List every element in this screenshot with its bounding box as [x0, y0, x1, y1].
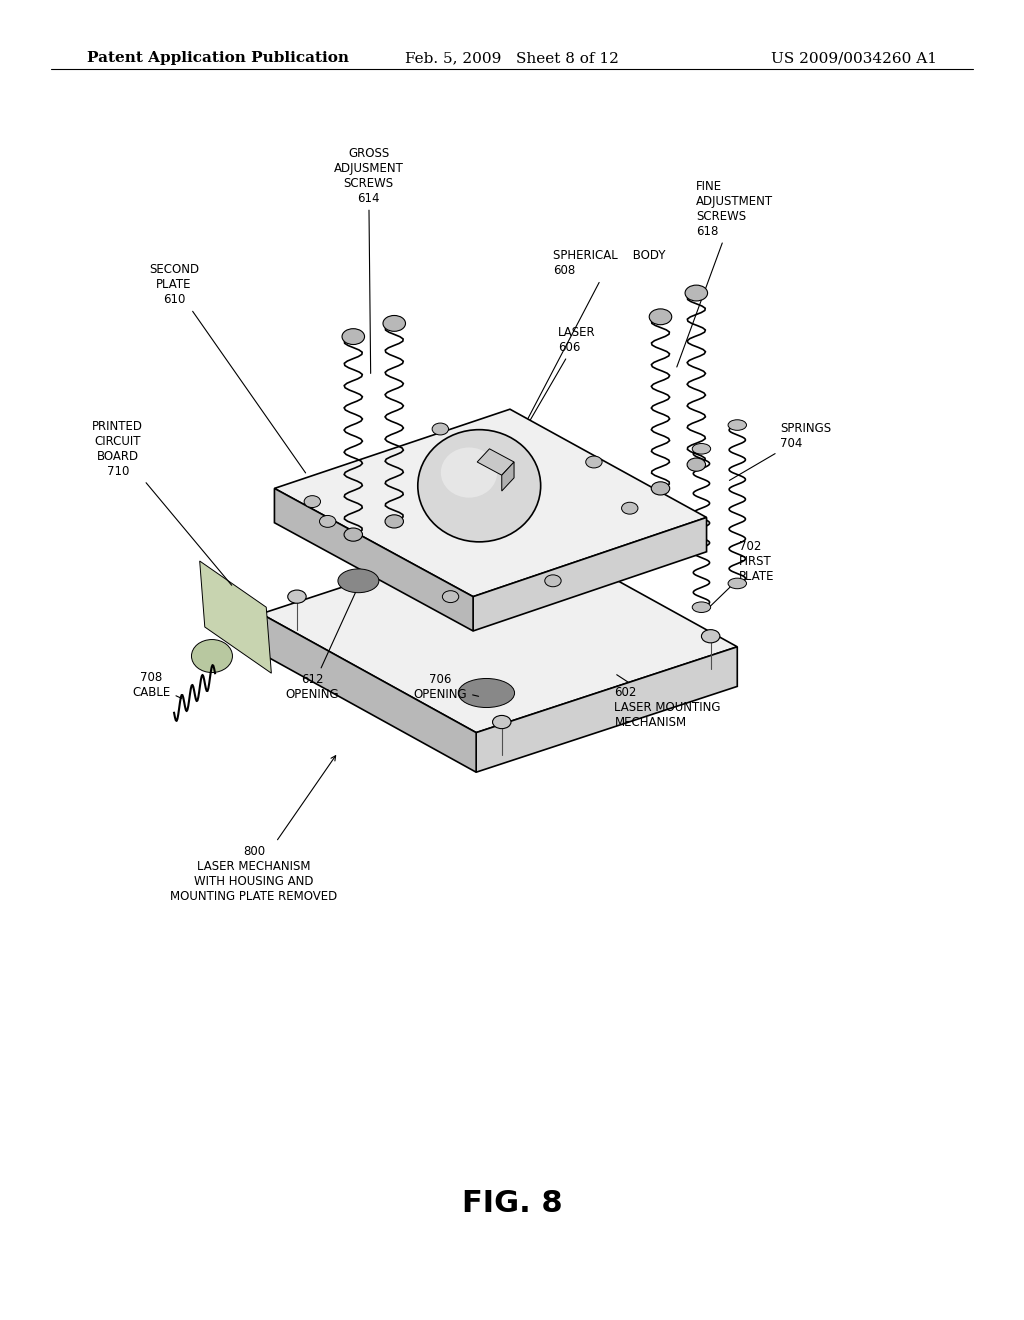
Ellipse shape [432, 422, 449, 436]
Polygon shape [261, 528, 737, 733]
Polygon shape [274, 488, 473, 631]
Ellipse shape [383, 315, 406, 331]
Ellipse shape [440, 447, 498, 498]
Text: US 2009/0034260 A1: US 2009/0034260 A1 [771, 51, 937, 65]
Ellipse shape [649, 309, 672, 325]
Ellipse shape [687, 458, 706, 471]
Ellipse shape [319, 515, 336, 528]
Polygon shape [200, 561, 271, 673]
Text: GROSS
ADJUSMENT
SCREWS
614: GROSS ADJUSMENT SCREWS 614 [334, 147, 403, 374]
Ellipse shape [685, 285, 708, 301]
Text: 706
OPENING: 706 OPENING [414, 673, 478, 701]
Text: FIG. 8: FIG. 8 [462, 1189, 562, 1218]
Ellipse shape [701, 630, 720, 643]
Text: Feb. 5, 2009   Sheet 8 of 12: Feb. 5, 2009 Sheet 8 of 12 [406, 51, 618, 65]
Text: LASER
606: LASER 606 [507, 326, 596, 459]
Text: 708
CABLE: 708 CABLE [132, 671, 182, 698]
Ellipse shape [482, 535, 501, 548]
Ellipse shape [338, 569, 379, 593]
Ellipse shape [342, 329, 365, 345]
Text: 612
OPENING: 612 OPENING [286, 589, 357, 701]
Ellipse shape [545, 574, 561, 586]
Ellipse shape [493, 715, 511, 729]
Ellipse shape [651, 482, 670, 495]
Polygon shape [477, 449, 514, 475]
Ellipse shape [288, 590, 306, 603]
Polygon shape [274, 409, 707, 597]
Ellipse shape [191, 639, 232, 672]
Text: Patent Application Publication: Patent Application Publication [87, 51, 349, 65]
Ellipse shape [304, 495, 321, 508]
Polygon shape [476, 647, 737, 772]
Text: 602
LASER MOUNTING
MECHANISM: 602 LASER MOUNTING MECHANISM [614, 675, 721, 730]
Polygon shape [261, 614, 476, 772]
Ellipse shape [622, 502, 638, 515]
Text: SPHERICAL    BODY
608: SPHERICAL BODY 608 [503, 249, 666, 466]
Ellipse shape [692, 602, 711, 612]
Ellipse shape [458, 678, 514, 708]
Ellipse shape [586, 455, 602, 469]
Text: 702
FIRST
PLATE: 702 FIRST PLATE [709, 540, 775, 609]
Ellipse shape [418, 430, 541, 541]
Ellipse shape [728, 420, 746, 430]
Ellipse shape [385, 515, 403, 528]
Ellipse shape [692, 444, 711, 454]
Text: SPRINGS
704: SPRINGS 704 [729, 421, 831, 480]
Text: FINE
ADJUSTMENT
SCREWS
618: FINE ADJUSTMENT SCREWS 618 [677, 180, 773, 367]
Text: 800
LASER MECHANISM
WITH HOUSING AND
MOUNTING PLATE REMOVED: 800 LASER MECHANISM WITH HOUSING AND MOU… [170, 756, 338, 903]
Polygon shape [502, 462, 514, 491]
Ellipse shape [344, 528, 362, 541]
Text: SECOND
PLATE
610: SECOND PLATE 610 [150, 263, 305, 473]
Ellipse shape [728, 578, 746, 589]
Ellipse shape [442, 590, 459, 602]
Text: PRINTED
CIRCUIT
BOARD
710: PRINTED CIRCUIT BOARD 710 [92, 420, 231, 585]
Polygon shape [473, 517, 707, 631]
